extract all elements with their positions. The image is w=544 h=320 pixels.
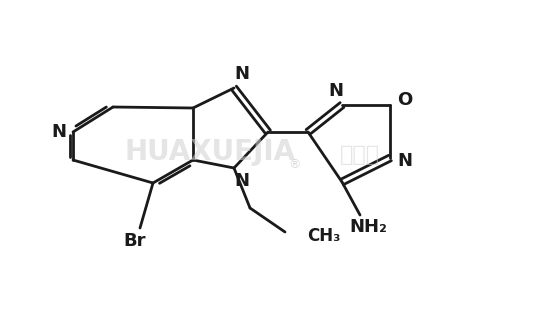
- Text: N: N: [234, 65, 250, 83]
- Text: N: N: [329, 82, 343, 100]
- Text: CH₃: CH₃: [307, 227, 341, 245]
- Text: N: N: [398, 152, 412, 170]
- Text: ®: ®: [289, 158, 301, 172]
- Text: N: N: [52, 123, 66, 141]
- Text: O: O: [397, 91, 413, 109]
- Text: 化学加: 化学加: [340, 145, 380, 165]
- Text: Br: Br: [123, 232, 146, 250]
- Text: HUAXUEJIA: HUAXUEJIA: [125, 138, 295, 166]
- Text: N: N: [234, 172, 250, 190]
- Text: NH₂: NH₂: [349, 218, 387, 236]
